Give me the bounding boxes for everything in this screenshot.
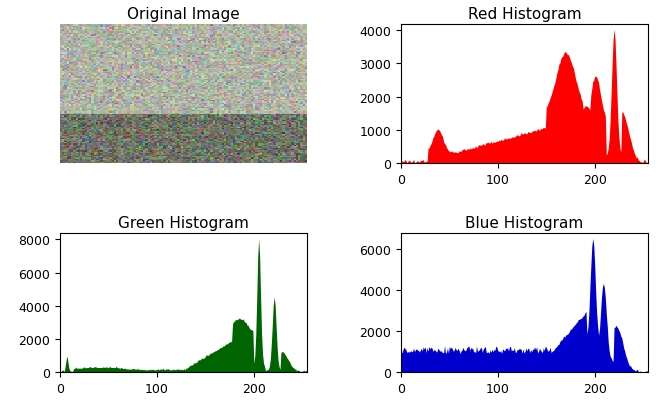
- Title: Red Histogram: Red Histogram: [468, 7, 581, 22]
- Title: Original Image: Original Image: [127, 7, 240, 22]
- Title: Blue Histogram: Blue Histogram: [466, 216, 584, 231]
- Title: Green Histogram: Green Histogram: [118, 216, 249, 231]
